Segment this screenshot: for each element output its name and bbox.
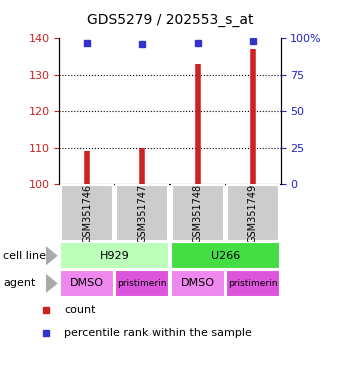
Bar — [227, 185, 279, 242]
Bar — [60, 242, 169, 269]
Text: pristimerin: pristimerin — [118, 279, 167, 288]
Text: percentile rank within the sample: percentile rank within the sample — [64, 328, 252, 338]
Text: DMSO: DMSO — [181, 278, 215, 288]
Text: GSM351746: GSM351746 — [82, 184, 92, 243]
Polygon shape — [46, 246, 58, 265]
Text: GSM351749: GSM351749 — [248, 184, 258, 243]
Bar — [115, 270, 169, 297]
Bar — [226, 270, 280, 297]
Bar — [171, 270, 225, 297]
Text: H929: H929 — [100, 251, 130, 261]
Text: count: count — [64, 305, 96, 315]
Bar — [60, 270, 114, 297]
Text: DMSO: DMSO — [70, 278, 104, 288]
Text: GDS5279 / 202553_s_at: GDS5279 / 202553_s_at — [87, 13, 253, 27]
Text: pristimerin: pristimerin — [228, 279, 278, 288]
Bar — [61, 185, 113, 242]
Bar — [116, 185, 168, 242]
Bar — [171, 242, 280, 269]
Bar — [172, 185, 224, 242]
Polygon shape — [46, 274, 58, 293]
Text: cell line: cell line — [3, 251, 46, 261]
Text: GSM351748: GSM351748 — [193, 184, 203, 243]
Text: agent: agent — [3, 278, 36, 288]
Text: GSM351747: GSM351747 — [137, 184, 147, 243]
Text: U266: U266 — [210, 251, 240, 261]
